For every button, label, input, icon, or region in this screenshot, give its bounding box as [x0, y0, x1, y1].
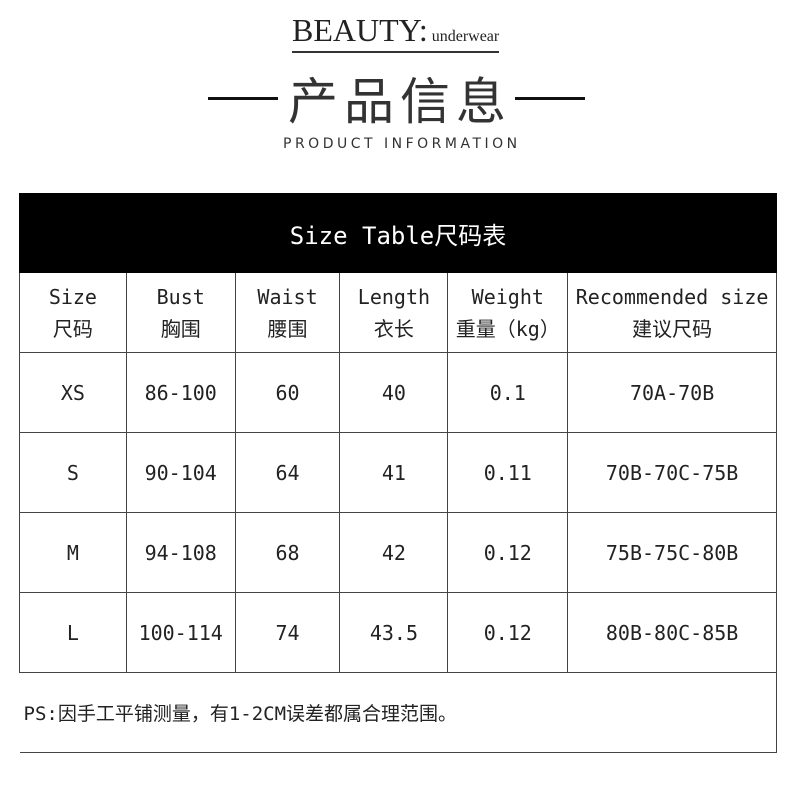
- table-cell: 0.1: [447, 352, 569, 433]
- column-header: Weight 重量（kg）: [447, 272, 569, 353]
- left-rule: [208, 97, 278, 100]
- table-cell: 43.5: [339, 592, 449, 673]
- table-row: XS 86-100 60 40 0.1 70A-70B: [19, 352, 777, 433]
- table-cell: 80B-80C-85B: [567, 592, 777, 673]
- note: PS:因手工平铺测量，有1-2CM误差都属合理范围。: [19, 672, 777, 753]
- column-header: Length 衣长: [339, 272, 449, 353]
- table-cell: 70B-70C-75B: [567, 432, 777, 513]
- header-en: Recommended size: [575, 284, 769, 309]
- table-cell: 100-114: [125, 592, 236, 673]
- table-cell: 68: [234, 512, 341, 593]
- header-cn: 腰围: [267, 316, 308, 341]
- table-cell: 60: [234, 352, 341, 433]
- column-header: Bust 胸围: [125, 272, 236, 353]
- header-en: Length: [357, 284, 431, 309]
- table-cell: XS: [19, 352, 127, 433]
- table-cell: 0.12: [447, 592, 569, 673]
- header-en: Bust: [156, 284, 205, 309]
- table-cell: 42: [339, 512, 449, 593]
- column-header: Size 尺码: [19, 272, 127, 353]
- table-cell: L: [19, 592, 127, 673]
- table-cell: 70A-70B: [567, 352, 777, 433]
- table-cell: 0.11: [447, 432, 569, 513]
- size-table: Size Table尺码表 Size 尺码 Bust 胸围 Waist 腰围 Length 衣…: [19, 193, 777, 753]
- header-cn: 尺码: [52, 316, 93, 341]
- header-cn: 建议尺码: [632, 316, 713, 341]
- header-cn: 胸围: [160, 316, 201, 341]
- title-chinese: 产品信息: [288, 73, 512, 131]
- header-en: Size: [48, 284, 97, 309]
- table-row: L 100-114 74 43.5 0.12 80B-80C-85B: [19, 592, 777, 673]
- table-cell: 90-104: [125, 432, 236, 513]
- table-cell: 0.12: [447, 512, 569, 593]
- table-cell: M: [19, 512, 127, 593]
- column-header: Recommended size 建议尺码: [567, 272, 777, 353]
- table-cell: 75B-75C-80B: [567, 512, 777, 593]
- brand-main: BEAUTY:: [292, 12, 428, 48]
- table-cell: 94-108: [125, 512, 236, 593]
- table-cell: 40: [339, 352, 449, 433]
- right-rule: [515, 97, 585, 100]
- table-cell: 86-100: [125, 352, 236, 433]
- table-cell: 41: [339, 432, 449, 513]
- table-cell: S: [19, 432, 127, 513]
- header-cn: 衣长: [373, 316, 414, 341]
- table-cell: 74: [234, 592, 341, 673]
- header-cn: 重量（kg）: [455, 316, 560, 341]
- column-header: Waist 腰围: [234, 272, 341, 353]
- brand-sub: underwear: [431, 28, 500, 45]
- table-title: Size Table尺码表: [19, 193, 777, 273]
- title-english: PRODUCT INFORMATION: [283, 136, 521, 152]
- header-en: Waist: [257, 284, 318, 309]
- table-cell: 64: [234, 432, 341, 513]
- table-row: S 90-104 64 41 0.11 70B-70C-75B: [19, 432, 777, 513]
- table-row: M 94-108 68 42 0.12 75B-75C-80B: [19, 512, 777, 593]
- header-row: Size 尺码 Bust 胸围 Waist 腰围 Length 衣长 Weight 重量（kg） R…: [19, 272, 777, 353]
- brand-logo: BEAUTY: underwear: [292, 12, 500, 53]
- header-en: Weight: [471, 284, 544, 309]
